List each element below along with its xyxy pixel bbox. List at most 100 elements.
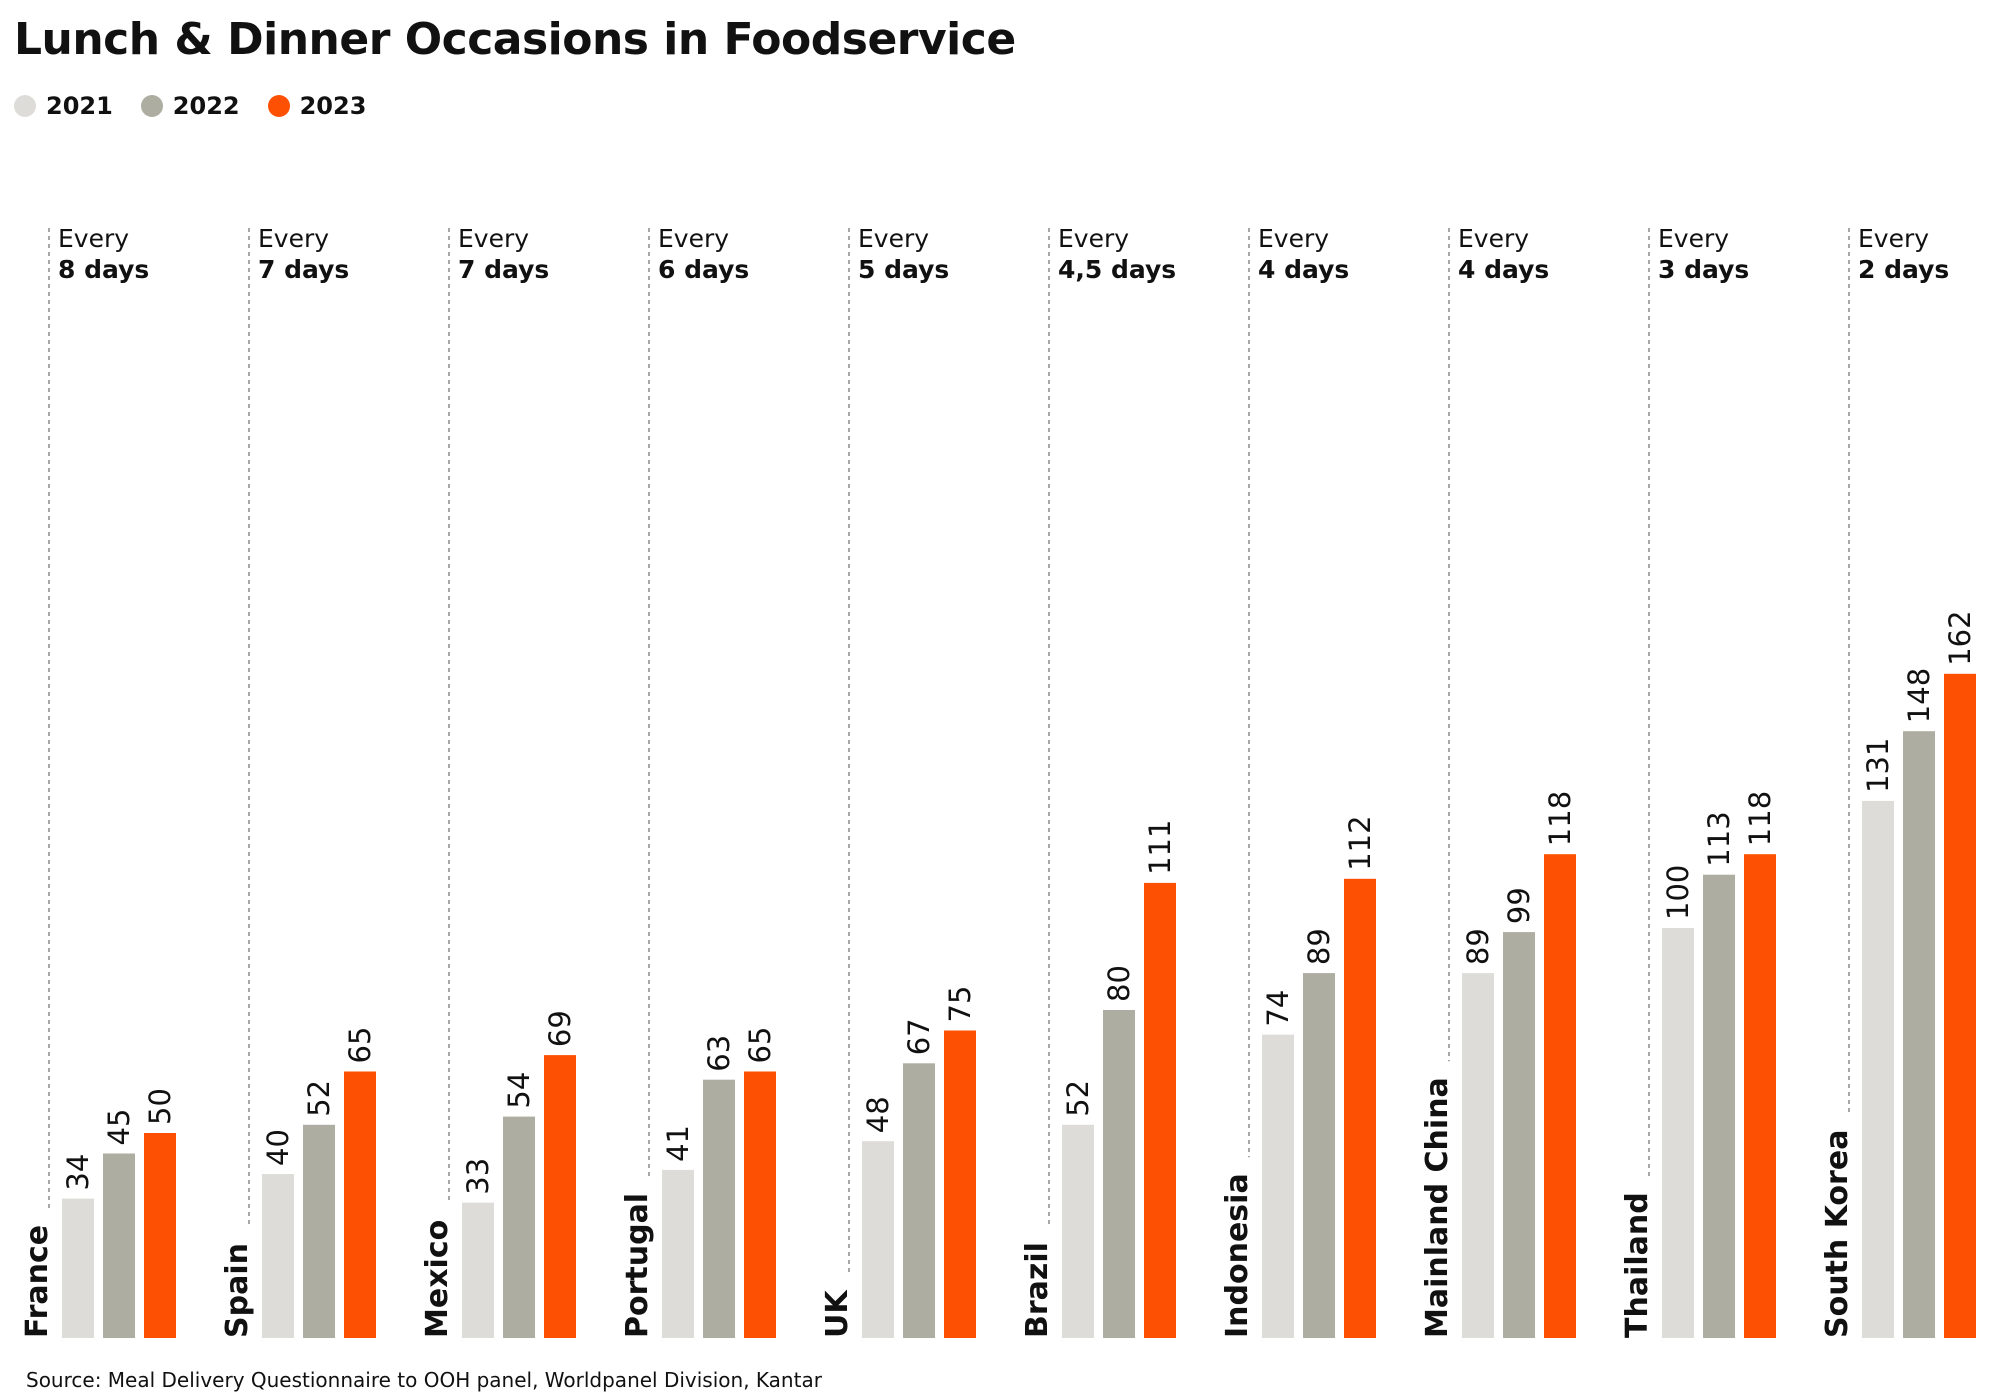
frequency-prefix-thailand: Every (1658, 224, 1729, 253)
value-label-uk-2022: 67 (902, 1018, 936, 1055)
legend-item-2022: 2022 (140, 92, 240, 120)
bar-indonesia-2022 (1303, 973, 1335, 1338)
legend-item-2021: 2021 (14, 92, 113, 120)
bar-mexico-2022 (503, 1116, 535, 1338)
frequency-prefix-brazil: Every (1058, 224, 1129, 253)
bar-indonesia-2023 (1344, 878, 1376, 1338)
legend-item-2023: 2023 (267, 92, 367, 120)
frequency-prefix-france: Every (58, 224, 129, 253)
bar-south-korea-2021 (1862, 800, 1894, 1338)
legend-label-2023: 2023 (299, 92, 367, 120)
value-label-mainland-china-2022: 99 (1502, 887, 1536, 924)
frequency-value-brazil: 4,5 days (1058, 255, 1176, 284)
bar-south-korea-2022 (1903, 731, 1935, 1338)
value-label-france-2022: 45 (102, 1109, 136, 1146)
legend-swatch-2021 (14, 95, 36, 117)
value-label-uk-2023: 75 (943, 986, 977, 1023)
bar-france-2021 (62, 1198, 94, 1338)
bar-spain-2021 (262, 1174, 294, 1338)
legend: 2021 2022 2023 (14, 92, 366, 120)
bar-uk-2021 (862, 1141, 894, 1338)
bar-portugal-2021 (662, 1169, 694, 1338)
value-label-france-2021: 34 (61, 1154, 95, 1191)
value-label-france-2023: 50 (143, 1088, 177, 1125)
chart-title: Lunch & Dinner Occasions in Foodservice (14, 14, 1016, 65)
value-label-indonesia-2022: 89 (1302, 928, 1336, 965)
value-label-brazil-2021: 52 (1061, 1080, 1095, 1117)
legend-swatch-2023 (267, 95, 290, 117)
country-label-thailand: Thailand (1620, 1192, 1655, 1338)
frequency-value-south-korea: 2 days (1858, 255, 1949, 284)
bar-uk-2022 (903, 1063, 935, 1338)
legend-swatch-2022 (140, 95, 163, 117)
legend-label-2022: 2022 (172, 92, 240, 120)
value-label-mexico-2022: 54 (502, 1072, 536, 1109)
bar-portugal-2022 (703, 1079, 735, 1338)
country-label-france: France (20, 1225, 55, 1338)
country-label-south-korea: South Korea (1820, 1130, 1855, 1338)
country-label-spain: Spain (220, 1243, 255, 1338)
bar-thailand-2021 (1662, 928, 1694, 1338)
value-label-indonesia-2021: 74 (1261, 990, 1295, 1027)
bar-portugal-2023 (744, 1071, 776, 1338)
value-label-brazil-2023: 111 (1143, 820, 1177, 875)
value-label-spain-2022: 52 (302, 1080, 336, 1117)
frequency-value-indonesia: 4 days (1258, 255, 1349, 284)
bar-france-2023 (144, 1133, 176, 1338)
bar-france-2022 (103, 1153, 135, 1338)
bar-spain-2023 (344, 1071, 376, 1338)
bar-mainland-china-2021 (1462, 973, 1494, 1338)
frequency-value-thailand: 3 days (1658, 255, 1749, 284)
country-label-mexico: Mexico (420, 1220, 455, 1338)
frequency-value-mainland-china: 4 days (1458, 255, 1549, 284)
country-label-portugal: Portugal (620, 1193, 655, 1338)
value-label-portugal-2021: 41 (661, 1125, 695, 1162)
country-label-mainland-china: Mainland China (1420, 1077, 1455, 1338)
frequency-prefix-mexico: Every (458, 224, 529, 253)
bar-thailand-2023 (1744, 854, 1776, 1338)
value-label-mexico-2021: 33 (461, 1158, 495, 1195)
country-label-uk: UK (820, 1289, 855, 1338)
value-label-portugal-2023: 65 (743, 1027, 777, 1064)
bar-south-korea-2023 (1944, 673, 1976, 1338)
bar-thailand-2022 (1703, 874, 1735, 1338)
value-label-south-korea-2023: 162 (1943, 610, 1977, 665)
frequency-prefix-south-korea: Every (1858, 224, 1929, 253)
value-label-portugal-2022: 63 (702, 1035, 736, 1072)
value-label-mainland-china-2021: 89 (1461, 928, 1495, 965)
frequency-value-mexico: 7 days (458, 255, 549, 284)
bar-mainland-china-2022 (1503, 932, 1535, 1338)
legend-label-2021: 2021 (46, 92, 113, 120)
value-label-mainland-china-2023: 118 (1543, 791, 1577, 846)
bar-brazil-2022 (1103, 1010, 1135, 1338)
source-note: Source: Meal Delivery Questionnaire to O… (26, 1368, 822, 1392)
bar-mainland-china-2023 (1544, 854, 1576, 1338)
value-label-thailand-2022: 113 (1702, 811, 1736, 866)
bar-indonesia-2021 (1262, 1034, 1294, 1338)
bar-brazil-2023 (1144, 882, 1176, 1338)
frequency-value-portugal: 6 days (658, 255, 749, 284)
frequency-prefix-indonesia: Every (1258, 224, 1329, 253)
frequency-value-france: 8 days (58, 255, 149, 284)
frequency-prefix-spain: Every (258, 224, 329, 253)
bar-mexico-2023 (544, 1055, 576, 1338)
value-label-uk-2021: 48 (861, 1096, 895, 1133)
bar-spain-2022 (303, 1124, 335, 1338)
bar-mexico-2021 (462, 1202, 494, 1338)
value-label-thailand-2021: 100 (1661, 865, 1695, 920)
value-label-south-korea-2022: 148 (1902, 668, 1936, 723)
frequency-prefix-uk: Every (858, 224, 929, 253)
value-label-spain-2023: 65 (343, 1027, 377, 1064)
bar-brazil-2021 (1062, 1124, 1094, 1338)
value-label-indonesia-2023: 112 (1343, 815, 1377, 870)
frequency-prefix-portugal: Every (658, 224, 729, 253)
country-label-brazil: Brazil (1020, 1242, 1055, 1338)
country-label-indonesia: Indonesia (1220, 1173, 1255, 1338)
value-label-thailand-2023: 118 (1743, 791, 1777, 846)
value-label-spain-2021: 40 (261, 1129, 295, 1166)
bar-uk-2023 (944, 1030, 976, 1338)
value-label-brazil-2022: 80 (1102, 965, 1136, 1002)
frequency-prefix-mainland-china: Every (1458, 224, 1529, 253)
value-label-south-korea-2021: 131 (1861, 738, 1895, 793)
